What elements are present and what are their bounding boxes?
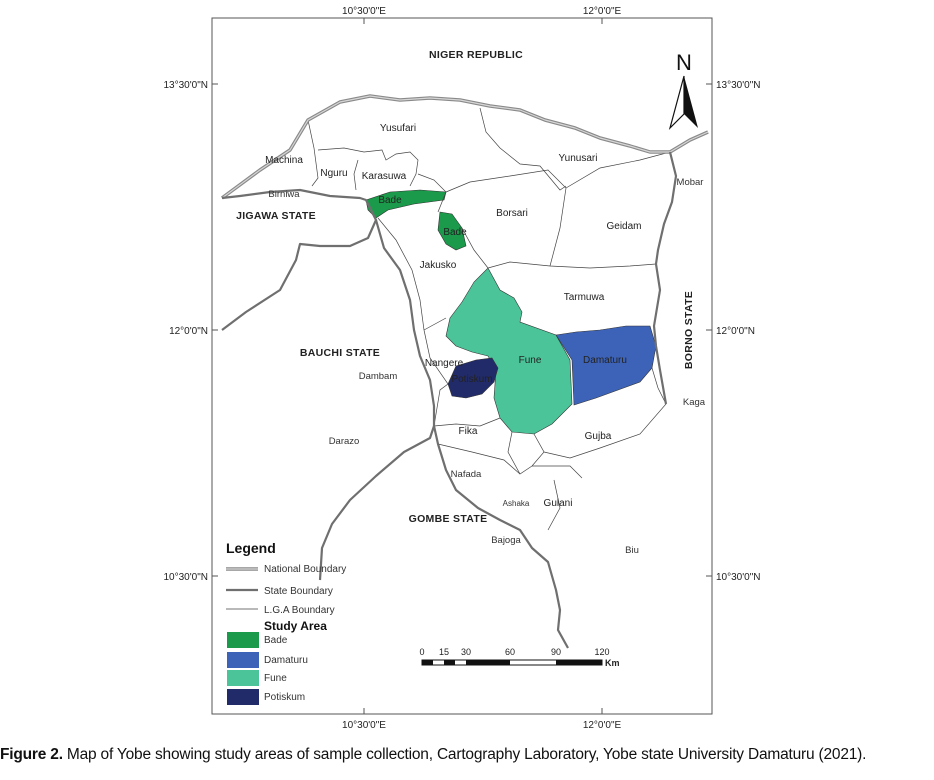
legend-label-potiskum: Potiskum [264, 692, 305, 703]
label-nangere: Nangere [425, 358, 464, 369]
scale-tick-120: 120 [594, 647, 609, 657]
label-niger-republic: NIGER REPUBLIC [429, 49, 523, 61]
scale-tick-90: 90 [551, 647, 561, 657]
figure-caption-label: Figure 2. [0, 746, 63, 763]
coord-left-mid: 12°0'0"N [169, 326, 208, 337]
town-kaga: Kaga [683, 397, 706, 408]
label-machina: Machina [265, 155, 303, 166]
label-yusufari: Yusufari [380, 123, 416, 134]
town-ashaka: Ashaka [503, 499, 530, 508]
north-arrow-icon [684, 76, 698, 128]
legend-swatch-potiskum [227, 689, 259, 705]
legend-title: Legend [226, 540, 276, 556]
town-mobar: Mobar [677, 177, 704, 188]
fune-area [445, 267, 573, 435]
town-biu: Biu [625, 545, 639, 556]
legend: Legend National Boundary State Boundary … [226, 540, 346, 705]
label-gujba: Gujba [585, 431, 612, 442]
scale-tick-15: 15 [439, 647, 449, 657]
north-arrow: N [668, 50, 698, 131]
town-dambam: Dambam [359, 371, 398, 382]
label-borno-state: BORNO STATE [683, 291, 695, 369]
north-arrow-letter: N [676, 50, 692, 75]
figure-caption: Figure 2. Map of Yobe showing study area… [0, 746, 934, 764]
town-bajoga: Bajoga [491, 535, 521, 546]
state-boundaries [221, 151, 678, 649]
scale-tick-60: 60 [505, 647, 515, 657]
label-fune: Fune [519, 355, 542, 366]
scale-tick-30: 30 [461, 647, 471, 657]
label-bauchi-state: BAUCHI STATE [300, 347, 380, 359]
town-nafada: Nafada [451, 469, 482, 480]
coord-top-left: 10°30'0"E [342, 6, 386, 17]
scale-tick-0: 0 [419, 647, 424, 657]
legend-swatch-bade [227, 632, 259, 648]
scale-bar: 0 15 30 60 90 120 Km [419, 647, 619, 668]
label-borsari: Borsari [496, 208, 528, 219]
legend-national-boundary: National Boundary [264, 564, 346, 575]
lga-boundaries [307, 107, 671, 531]
scale-unit: Km [605, 658, 620, 668]
label-tarmuwa: Tarmuwa [564, 292, 605, 303]
coord-bottom-right: 12°0'0"E [583, 720, 622, 731]
bade-area-south [437, 211, 467, 251]
label-potiskum: Potiskum [451, 374, 492, 385]
legend-study-area-title: Study Area [264, 619, 327, 633]
figure-caption-text: Map of Yobe showing study areas of sampl… [62, 746, 867, 763]
coord-right-mid: 12°0'0"N [716, 326, 755, 337]
town-darazo: Darazo [329, 436, 360, 447]
label-fika: Fika [459, 426, 478, 437]
coord-bottom-left: 10°30'0"E [342, 720, 386, 731]
coord-left-top: 13°30'0"N [164, 80, 209, 91]
town-birniwa: Birniwa [268, 189, 300, 200]
label-bade-2: Bade [443, 227, 467, 238]
label-jakusko: Jakusko [420, 260, 457, 271]
label-jigawa-state: JIGAWA STATE [236, 210, 316, 222]
coord-right-bottom: 10°30'0"N [716, 572, 761, 583]
label-damaturu: Damaturu [583, 355, 627, 366]
label-gombe-state: GOMBE STATE [409, 513, 488, 525]
label-geidam: Geidam [606, 221, 641, 232]
label-nguru: Nguru [320, 168, 347, 179]
coord-top-right: 12°0'0"E [583, 6, 622, 17]
label-gulani: Gulani [544, 498, 573, 509]
legend-state-boundary: State Boundary [264, 586, 333, 597]
coord-right-top: 13°30'0"N [716, 80, 761, 91]
legend-label-fune: Fune [264, 673, 287, 684]
label-karasuwa: Karasuwa [362, 171, 407, 182]
legend-label-damaturu: Damaturu [264, 655, 308, 666]
label-yunusari: Yunusari [559, 153, 598, 164]
legend-label-bade: Bade [264, 635, 288, 646]
label-bade-1: Bade [378, 195, 402, 206]
legend-swatch-damaturu [227, 652, 259, 668]
potiskum-area [447, 357, 499, 399]
legend-lga-boundary: L.G.A Boundary [264, 605, 335, 616]
coord-left-bottom: 10°30'0"N [164, 572, 209, 583]
coordinate-ticks [212, 18, 712, 714]
legend-swatch-fune [227, 670, 259, 686]
